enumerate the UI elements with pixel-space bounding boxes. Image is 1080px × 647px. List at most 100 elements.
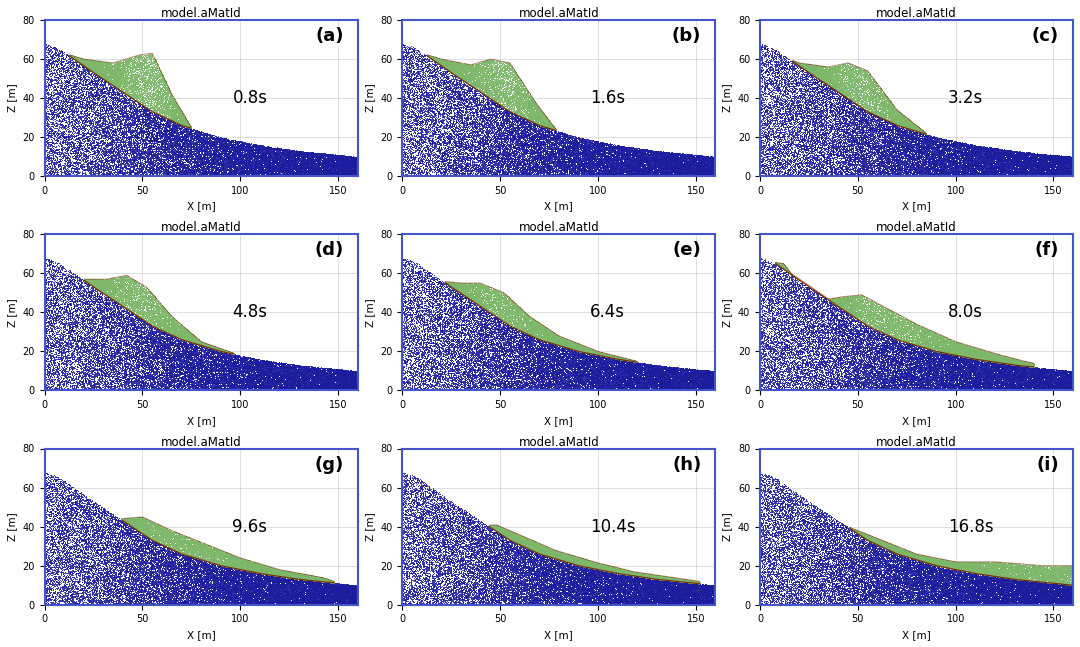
Point [132,71,149,82]
Point [207,375,225,385]
Point [815,297,833,307]
Point [594,163,611,173]
Point [798,501,815,511]
Point [825,297,842,307]
Point [213,347,230,358]
Point [419,83,436,93]
Point [86,93,104,104]
Point [980,348,997,358]
Point [613,564,631,575]
Point [294,362,311,373]
Point [583,562,600,572]
Point [138,569,156,580]
Point [692,584,710,595]
Point [154,374,172,384]
Point [97,370,114,380]
Point [43,579,60,589]
Point [482,303,499,314]
Point [475,299,492,309]
Point [228,558,245,568]
Point [265,363,282,373]
Point [1022,576,1039,586]
Point [313,590,330,600]
Point [966,170,983,181]
Point [508,300,525,310]
Point [557,559,575,569]
Point [963,349,981,359]
Point [659,573,676,583]
Point [1039,573,1056,583]
Point [863,531,880,542]
Point [949,567,967,577]
Point [442,557,459,567]
Point [824,161,841,171]
Point [496,64,513,74]
Point [394,468,411,478]
Point [949,339,967,349]
Point [1017,163,1035,173]
Point [617,578,634,588]
Point [819,514,836,524]
Point [515,539,532,549]
Point [933,377,950,388]
Point [1021,361,1038,371]
Point [166,355,184,366]
Point [103,308,120,318]
Point [577,355,594,365]
Point [1012,157,1029,168]
Point [950,586,968,596]
Point [855,169,873,179]
Point [348,165,365,175]
Point [1061,591,1078,601]
Point [1057,384,1075,394]
Point [855,364,873,374]
Point [870,558,888,569]
Point [95,159,112,170]
Point [206,341,224,351]
Point [195,567,213,577]
Point [973,586,990,597]
Point [423,320,441,330]
Point [55,286,72,296]
Point [991,157,1009,168]
Point [296,362,313,372]
Point [454,278,471,289]
Point [658,577,675,587]
Point [212,550,229,560]
Point [95,153,112,164]
Point [338,153,355,163]
Point [657,586,674,596]
Point [296,159,313,169]
Point [616,153,633,164]
Point [83,599,100,609]
Point [443,59,460,69]
Point [851,330,868,340]
Point [774,498,792,509]
Point [525,560,542,571]
Point [117,516,134,526]
Point [588,163,605,173]
Point [865,89,882,100]
Point [873,360,890,371]
Point [261,578,279,589]
Point [973,347,990,357]
Point [675,377,692,387]
Point [887,320,904,331]
Point [96,552,113,562]
Point [64,114,81,124]
Point [411,311,429,322]
Point [46,367,64,378]
Point [804,546,821,556]
Point [916,145,933,155]
Point [406,333,423,343]
Point [488,364,505,374]
Point [881,160,899,170]
Point [98,289,116,300]
Point [215,569,232,579]
Point [255,577,272,587]
Point [667,162,685,172]
Point [907,122,924,132]
Point [553,165,570,175]
Point [456,531,473,541]
Point [424,54,442,64]
